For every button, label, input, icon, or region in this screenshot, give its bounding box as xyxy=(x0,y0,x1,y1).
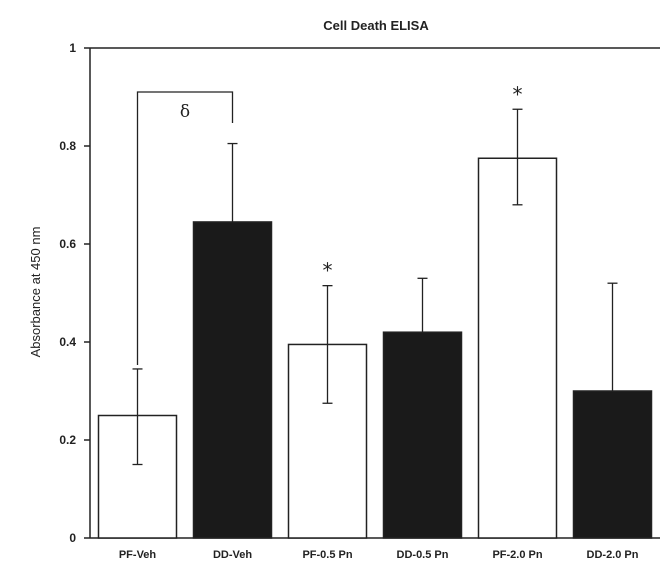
x-tick-label: PF-Veh xyxy=(119,549,157,561)
x-tick-label: DD-2.0 Pn xyxy=(587,549,639,561)
bar xyxy=(382,331,463,539)
y-tick-label: 0.2 xyxy=(59,433,76,447)
bracket-delta-symbol: δ xyxy=(180,102,190,122)
x-tick-label: PF-2.0 Pn xyxy=(492,549,542,561)
x-tick-label: DD-0.5 Pn xyxy=(397,549,449,561)
comparison-bracket xyxy=(136,91,234,365)
significance-asterisk: * xyxy=(513,82,523,106)
y-tick-label: 0.8 xyxy=(59,139,76,153)
y-tick-label: 0.4 xyxy=(59,335,76,349)
plot-area: 0 0.2 0.4 0.6 0.8 1 PF-Veh DD-Veh PF-0.5 Pn DD-0.… xyxy=(59,41,660,561)
bar xyxy=(572,390,653,539)
y-tick-label: 0 xyxy=(69,531,76,545)
significance-asterisk: * xyxy=(323,259,333,283)
x-tick-label: PF-0.5 Pn xyxy=(302,549,352,561)
x-tick-label: DD-Veh xyxy=(213,549,252,561)
y-tick-label: 1 xyxy=(69,41,76,55)
y-axis-label: Absorbance at 450 nm xyxy=(28,227,43,358)
y-tick-label: 0.6 xyxy=(59,237,76,251)
chart-title: Cell Death ELISA xyxy=(323,18,429,33)
bar xyxy=(192,221,273,539)
bar xyxy=(477,157,558,539)
